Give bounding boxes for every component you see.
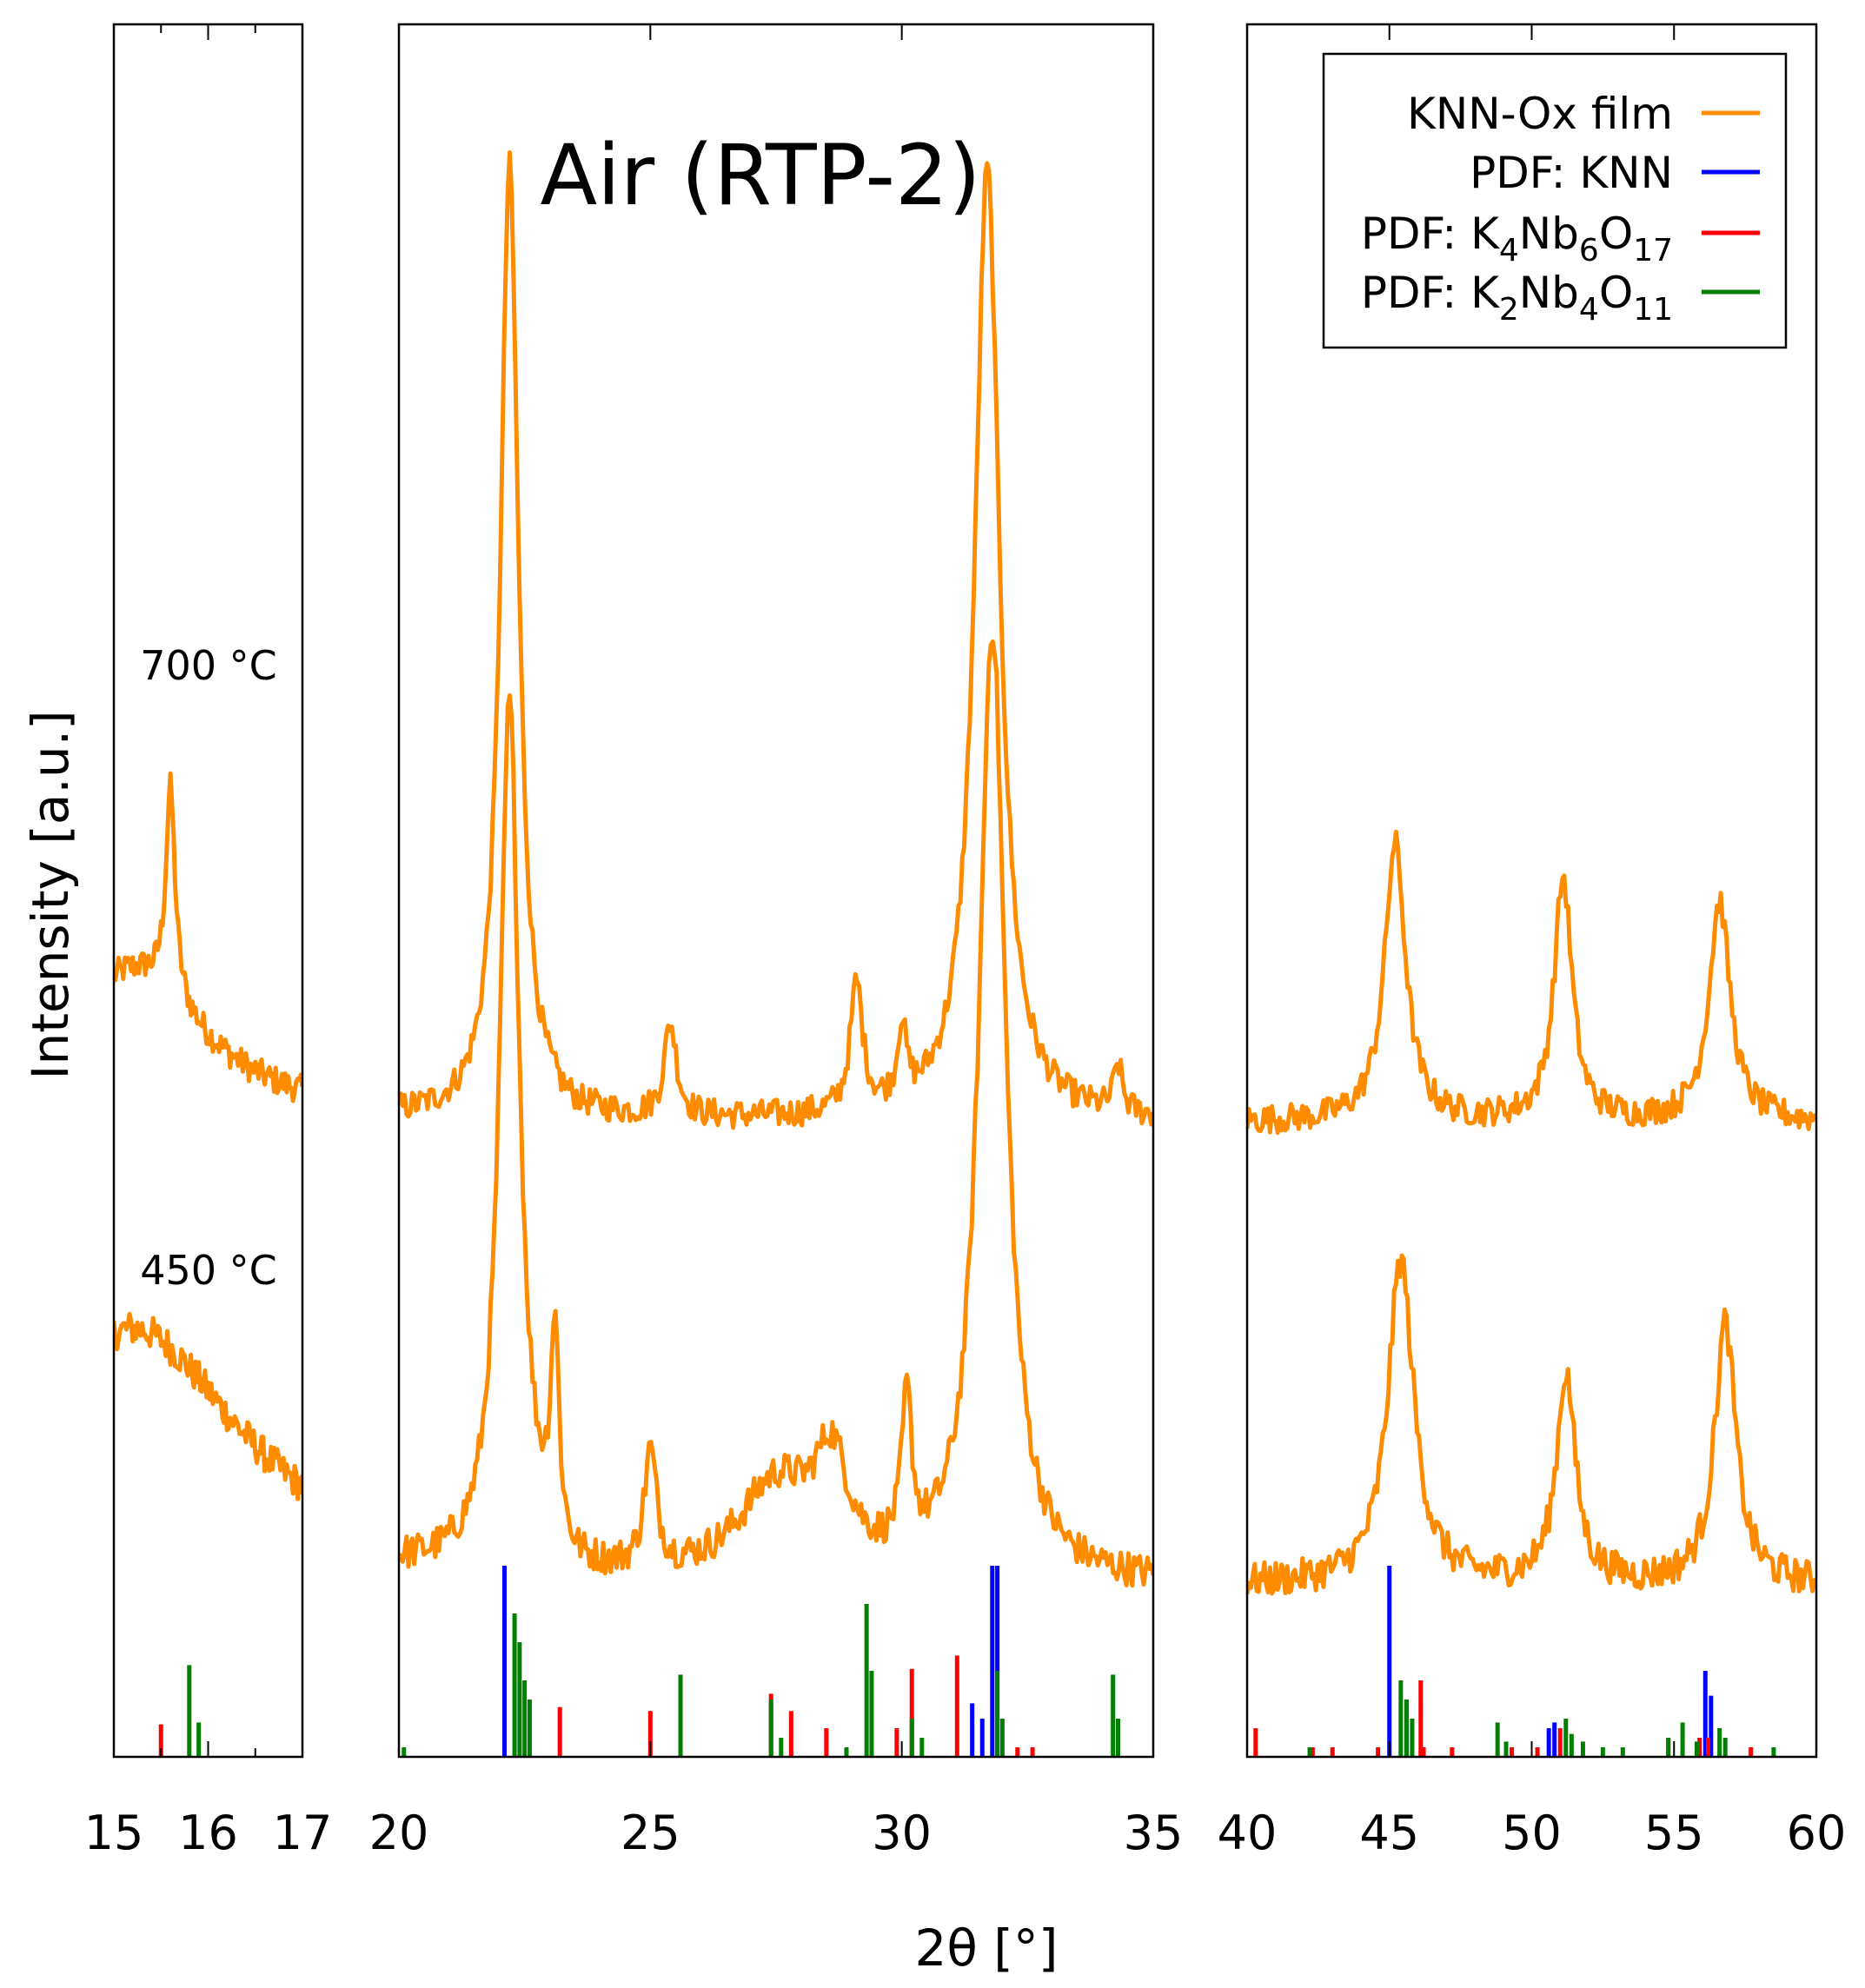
x-tick-label: 60 — [1787, 1806, 1847, 1860]
x-axis-label: 2θ [°] — [914, 1918, 1058, 1978]
legend-label-knn: PDF: KNN — [1470, 148, 1673, 198]
plot-panels: 15 16 17 20 25 30 35 40 45 50 55 60 — [84, 23, 1847, 1860]
x-tick-label: 20 — [369, 1806, 429, 1860]
x-tick-label: 30 — [872, 1806, 932, 1860]
panel-2: 40 45 50 55 60 — [1218, 23, 1847, 1860]
film-curve-700C-panel-1 — [399, 150, 1153, 1130]
temperature-label-450: 450 °C — [140, 1247, 277, 1294]
x-tick-label: 35 — [1124, 1806, 1184, 1860]
x-tick-label: 16 — [178, 1806, 238, 1860]
film-curve-450C-panel-1 — [399, 639, 1153, 1588]
panel-1: 20 25 30 35 — [369, 23, 1184, 1860]
film-curve-700C-panel-0 — [114, 771, 302, 1103]
legend-box — [1322, 52, 1788, 349]
temperature-label-700: 700 °C — [140, 642, 277, 689]
film-curve-450C-panel-0 — [114, 1311, 302, 1501]
legend-label-k4nb6o17: PDF: K4Nb6O17 — [1361, 209, 1673, 268]
x-tick-label: 50 — [1502, 1806, 1562, 1860]
panel-0: 15 16 17 — [84, 23, 333, 1860]
x-tick-label: 15 — [84, 1806, 144, 1860]
panel-frame — [112, 23, 304, 1759]
x-tick-label: 25 — [621, 1806, 680, 1860]
x-tick-label: 55 — [1644, 1806, 1704, 1860]
x-tick-label: 40 — [1218, 1806, 1278, 1860]
panel-frame — [397, 23, 1155, 1759]
x-tick-label: 45 — [1359, 1806, 1419, 1860]
chart-title: Air (RTP-2) — [540, 127, 980, 224]
legend-label-film: KNN-Ox film — [1407, 89, 1673, 139]
film-curve-450C-panel-2 — [1247, 1253, 1816, 1596]
legend-label-k2nb4o11: PDF: K2Nb4O11 — [1361, 268, 1673, 328]
x-tick-label: 17 — [273, 1806, 333, 1860]
film-curve-700C-panel-2 — [1247, 829, 1816, 1136]
y-axis-label: Intensity [a.u.] — [21, 710, 80, 1079]
